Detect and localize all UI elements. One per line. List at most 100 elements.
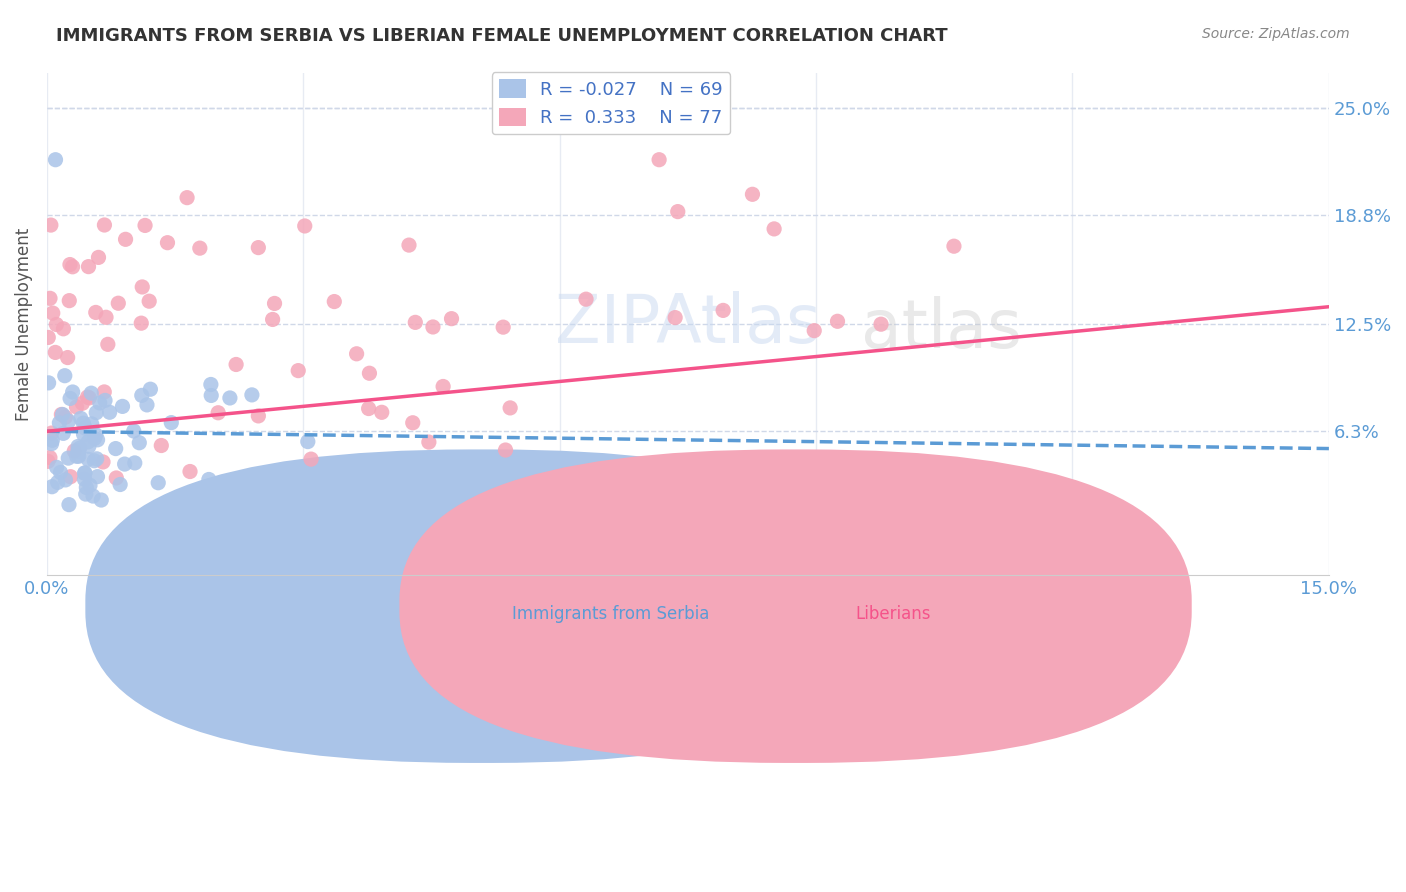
Point [63,444,86,458]
Point [131,388,153,402]
Point [59,469,82,483]
Point [75,421,97,435]
Point [37,454,59,468]
Point [495,443,517,458]
Text: atlas: atlas [860,296,1022,362]
Point [39,218,62,232]
Point [94,393,117,408]
Point [136,398,159,412]
Point [66,450,89,464]
Point [139,382,162,396]
Point [219,391,242,405]
Point [741,187,763,202]
Point [75,481,97,495]
Point [803,324,825,338]
Point [432,379,454,393]
Point [39,291,62,305]
Point [83,454,105,468]
Point [398,238,420,252]
Point [41,434,63,448]
Point [86,433,108,447]
Point [114,457,136,471]
Point [492,320,515,334]
Point [72,427,94,442]
Point [575,292,598,306]
Point [357,401,380,416]
Point [207,406,229,420]
Point [84,427,107,442]
Point [200,377,222,392]
Point [41,480,63,494]
Point [69,411,91,425]
Point [323,294,346,309]
Point [79,478,101,492]
Point [198,473,221,487]
Text: Source: ZipAtlas.com: Source: ZipAtlas.com [1202,27,1350,41]
Point [45,460,67,475]
Point [870,317,893,331]
Legend: R = -0.027    N = 69, R =  0.333    N = 77: R = -0.027 N = 69, R = 0.333 N = 77 [492,72,730,135]
Point [37,330,59,344]
Point [124,456,146,470]
Point [52,322,75,336]
Point [73,466,96,480]
Point [77,439,100,453]
Point [648,153,671,167]
Point [371,405,394,419]
Point [91,455,114,469]
Point [131,280,153,294]
Point [98,405,121,419]
Point [122,424,145,438]
Point [111,400,134,414]
Point [46,475,69,490]
Point [763,222,786,236]
Point [287,363,309,377]
Point [42,306,65,320]
Point [160,416,183,430]
Point [66,444,89,458]
Point [62,384,84,399]
Point [299,452,322,467]
Point [62,260,84,274]
Point [138,294,160,309]
Point [80,386,103,401]
Point [402,416,425,430]
Point [45,318,67,332]
Point [150,438,173,452]
Point [51,408,73,422]
Point [225,358,247,372]
Point [247,409,270,423]
Point [294,219,316,233]
Point [86,469,108,483]
Text: ZIPAtlas: ZIPAtlas [555,291,821,357]
Point [418,435,440,450]
Point [188,241,211,255]
Point [422,320,444,334]
Point [440,311,463,326]
Point [59,392,82,406]
Point [93,218,115,232]
Point [41,425,63,440]
Point [77,452,100,467]
Point [84,305,107,319]
Point [77,434,100,449]
Point [86,451,108,466]
Point [44,345,66,359]
Point [49,466,72,480]
Point [404,315,426,329]
Point [247,241,270,255]
Point [664,310,686,325]
Point [80,417,103,431]
Point [44,153,66,167]
Point [240,388,263,402]
Point [827,314,849,328]
Point [77,391,100,405]
Point [38,376,60,390]
Point [59,258,82,272]
Point [87,251,110,265]
Point [94,310,117,325]
Point [93,384,115,399]
Point [176,191,198,205]
Point [72,396,94,410]
Point [108,477,131,491]
